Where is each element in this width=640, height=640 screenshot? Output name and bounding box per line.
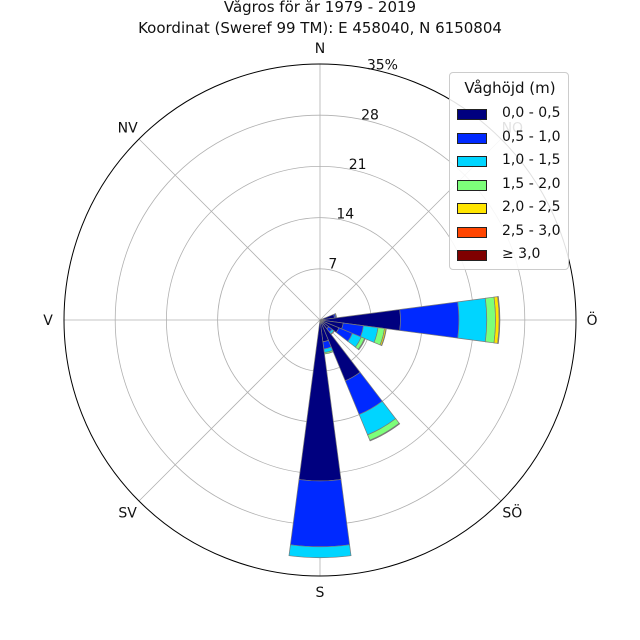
legend-swatch — [457, 109, 487, 120]
legend-label: 2,5 - 3,0 — [502, 222, 561, 239]
legend-item: 2,0 - 2,5 — [457, 199, 569, 219]
direction-label: Ö — [586, 311, 597, 329]
radial-tick-label: 28 — [361, 107, 379, 123]
chart-title: Vågros för år 1979 - 2019 — [223, 0, 417, 16]
rose-bar-segment — [381, 328, 387, 347]
legend-item: 1,0 - 1,5 — [457, 152, 569, 172]
legend-label: 1,5 - 2,0 — [502, 175, 561, 192]
radial-tick-label: 21 — [349, 157, 367, 173]
direction-label: N — [315, 41, 325, 57]
legend-item: 0,5 - 1,0 — [457, 129, 569, 149]
legend-label: 0,5 - 1,0 — [502, 128, 561, 145]
radial-tick-label: 7 — [328, 256, 337, 272]
rose-bar-segment — [497, 296, 501, 344]
legend-label: 2,0 - 2,5 — [502, 199, 561, 215]
chart-subtitle: Koordinat (Sweref 99 TM): E 458040, N 61… — [138, 19, 502, 37]
legend-swatch — [457, 203, 487, 214]
legend-swatch — [457, 226, 487, 238]
legend-swatch — [457, 179, 487, 191]
legend-label: 0,0 - 0,5 — [502, 105, 561, 121]
direction-label: V — [43, 313, 53, 329]
direction-label: NV — [118, 121, 138, 137]
direction-label: SV — [118, 505, 137, 521]
rose-bar-segment — [399, 301, 460, 339]
legend-item: 2,5 - 3,0 — [457, 223, 569, 243]
legend-item: ≥ 3,0 — [457, 246, 569, 266]
rose-bar-segment — [357, 338, 366, 351]
rose-bar-segment — [484, 296, 496, 344]
rose-bars — [288, 296, 501, 558]
legend-swatch — [457, 132, 487, 144]
legend-label: ≥ 3,0 — [502, 246, 541, 262]
direction-label: S — [316, 585, 325, 601]
spoke-line — [138, 319, 321, 502]
spoke-line — [319, 319, 502, 502]
legend-item: 0,0 - 0,5 — [457, 105, 569, 125]
outer-ring — [63, 63, 577, 577]
rose-bar-segment — [288, 544, 352, 558]
legend-item: 1,5 - 2,0 — [457, 176, 569, 196]
radial-tick-label: 35% — [367, 58, 398, 74]
radial-tick-label: 14 — [336, 207, 354, 223]
legend-swatch — [457, 250, 487, 261]
legend: Våghöjd (m) 0,0 - 0,5 0,5 - 1,0 1,0 - 1,5 1… — [449, 72, 569, 270]
rose-bar-segment — [290, 479, 350, 548]
rose-bar-segment — [457, 297, 488, 343]
legend-swatch — [457, 156, 487, 167]
spoke-line — [138, 138, 321, 321]
direction-label: SÖ — [502, 503, 522, 521]
rose-bar-segment — [369, 422, 401, 442]
legend-title: Våghöjd (m) — [464, 79, 556, 97]
legend-label: 1,0 - 1,5 — [502, 152, 561, 168]
